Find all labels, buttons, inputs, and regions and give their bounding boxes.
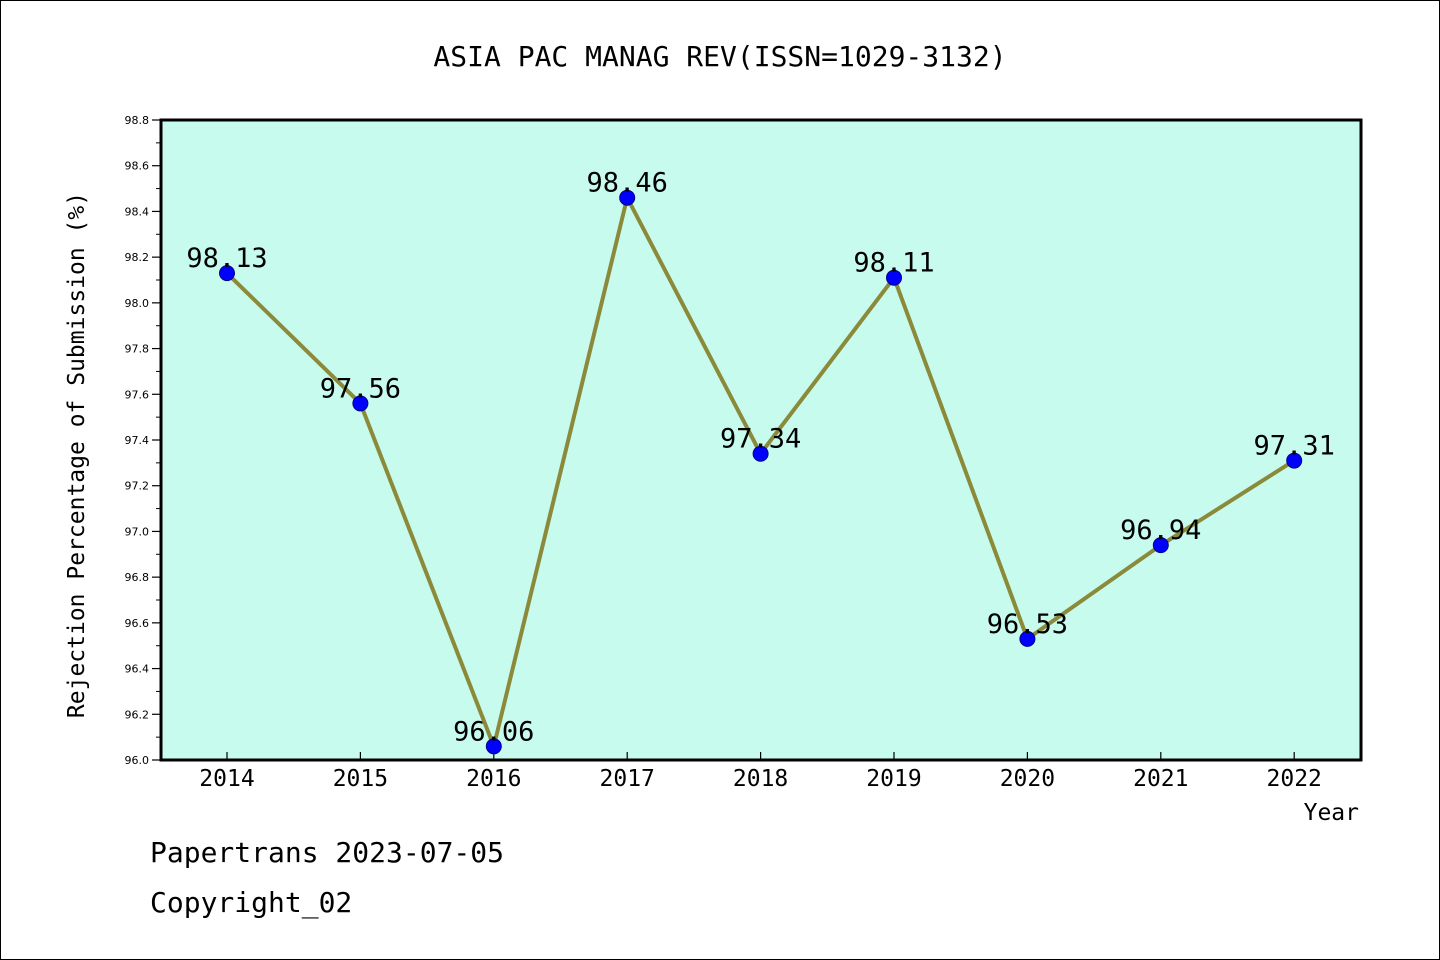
data-labels: 98.13 97.56 96.06 98.46 97.34 98.11 96.53 96.94…	[186, 168, 1334, 748]
x-tick-label: 2017	[600, 766, 655, 792]
x-tick-label: 2016	[466, 766, 521, 792]
y-tick-label: 97.6	[125, 388, 150, 401]
y-axis-ticks: 96.0 96.2 96.4 96.6 96.8 97.0 97.2 97.4 97.6 97.8…	[125, 114, 161, 767]
x-tick-label: 2019	[866, 766, 921, 792]
data-point	[1152, 537, 1169, 554]
footer-line-1: Papertrans 2023-07-05	[150, 836, 505, 869]
x-tick-label: 2018	[733, 766, 788, 792]
data-point	[886, 269, 902, 286]
y-tick-label: 96.2	[125, 708, 150, 721]
x-tick-label: 2022	[1267, 766, 1322, 792]
x-tick-label: 2014	[199, 766, 254, 792]
data-point	[1019, 630, 1036, 647]
data-point	[619, 189, 636, 206]
data-label: 98.11	[853, 248, 934, 279]
data-label: 97.56	[320, 373, 401, 404]
y-axis-label: Rejection Percentage of Submission (%)	[64, 192, 90, 718]
data-label: 96.53	[987, 609, 1068, 640]
y-tick-label: 98.8	[125, 114, 150, 127]
data-point	[352, 395, 369, 412]
y-tick-label: 97.2	[125, 480, 150, 493]
plot-area	[159, 118, 1363, 762]
y-tick-label: 96.4	[125, 663, 150, 676]
y-tick-label: 98.2	[125, 251, 150, 264]
data-label: 96.94	[1120, 515, 1201, 546]
data-point	[485, 738, 502, 755]
data-label: 97.34	[720, 424, 801, 455]
series-markers	[219, 189, 1303, 755]
y-tick-label: 98.4	[125, 205, 150, 218]
y-tick-label: 96.0	[125, 754, 150, 767]
y-tick-label: 97.4	[125, 434, 150, 447]
data-label: 98.46	[587, 168, 668, 199]
data-label: 97.31	[1254, 431, 1335, 462]
y-tick-label: 98.6	[125, 160, 150, 173]
y-tick-label: 96.8	[125, 571, 150, 584]
chart-title: ASIA PAC MANAG REV(ISSN=1029-3132)	[433, 40, 1006, 73]
data-label: 96.06	[453, 716, 534, 747]
x-tick-label: 2015	[333, 766, 388, 792]
x-tick-label: 2020	[1000, 766, 1055, 792]
y-tick-label: 96.6	[125, 617, 150, 630]
x-tick-label: 2021	[1133, 766, 1188, 792]
x-axis-ticks: 2014 2015 2016 2017 2018 2019 2020 2021 2022	[199, 752, 1322, 792]
y-tick-label: 97.0	[125, 525, 150, 538]
y-tick-label: 98.0	[125, 297, 150, 310]
data-point	[219, 265, 235, 282]
x-axis-label: Year	[1304, 800, 1359, 826]
data-label: 98.13	[186, 243, 267, 274]
data-point	[1286, 452, 1303, 469]
footer-line-2: Copyright_02	[150, 886, 353, 919]
data-point	[752, 445, 769, 462]
y-tick-label: 97.8	[125, 343, 150, 356]
